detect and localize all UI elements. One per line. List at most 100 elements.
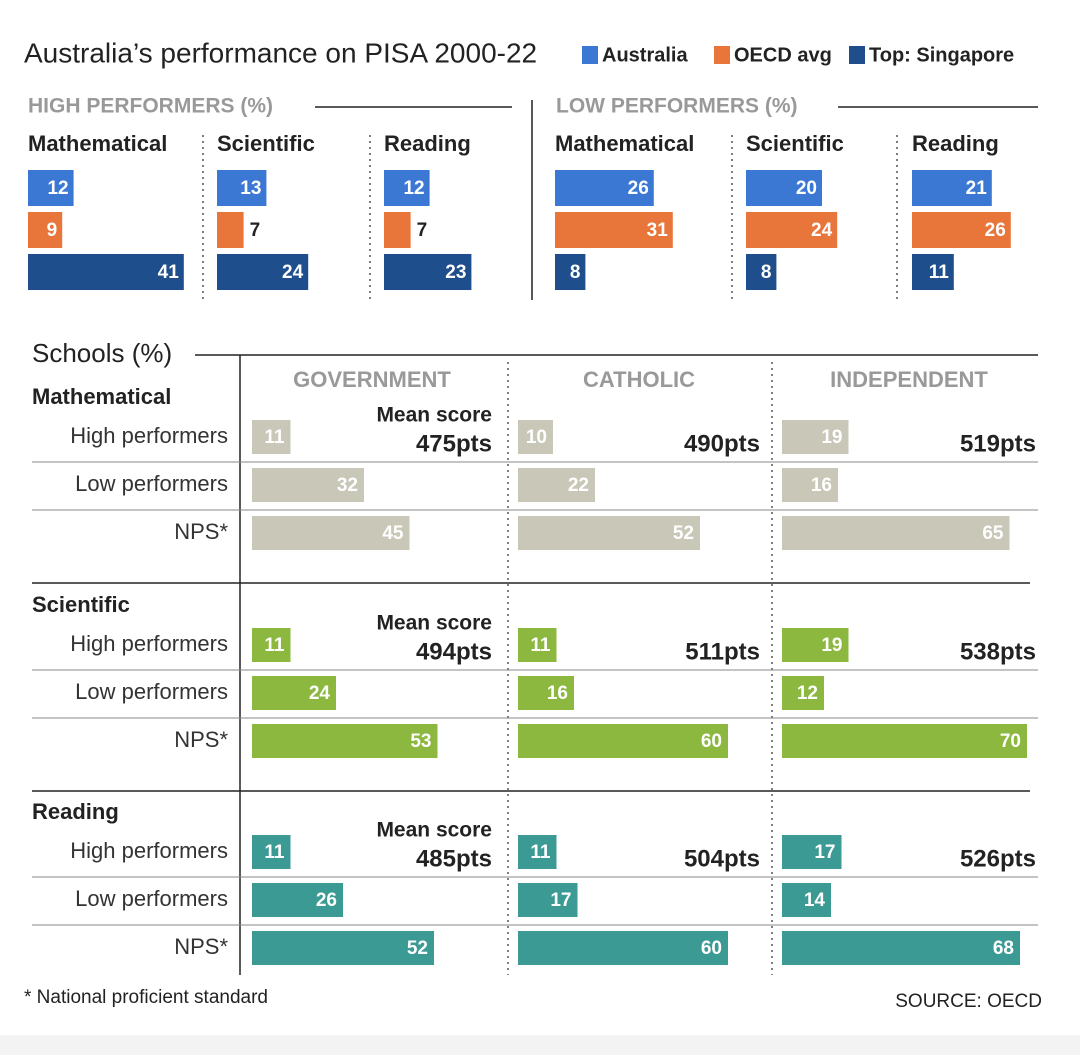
value-label: 8 xyxy=(761,262,772,283)
bar xyxy=(384,170,430,206)
panel-label: Mathematical xyxy=(555,131,694,156)
value-label: 24 xyxy=(811,220,833,241)
value-label: 26 xyxy=(628,178,649,199)
subject-label: Mathematical xyxy=(32,384,171,409)
bar xyxy=(518,835,557,869)
value-label: 13 xyxy=(240,178,261,199)
mean-score: 504pts xyxy=(684,845,760,872)
value-label: 11 xyxy=(929,262,950,283)
title: Australia’s performance on PISA 2000-22 xyxy=(24,37,537,68)
bar xyxy=(384,254,472,290)
mean-score-label: Mean score xyxy=(376,404,492,427)
bar xyxy=(28,254,184,290)
panel-label: Mathematical xyxy=(28,131,167,156)
footnote: * National proficient standard xyxy=(24,987,268,1008)
value-label: 10 xyxy=(526,427,547,448)
value-label: 32 xyxy=(337,475,358,496)
panel-label: Scientific xyxy=(746,131,844,156)
row-label: Low performers xyxy=(75,471,228,496)
bar xyxy=(252,628,291,662)
row-label: High performers xyxy=(70,838,228,863)
value-label: 9 xyxy=(47,220,58,241)
mean-score: 490pts xyxy=(684,430,760,457)
subject-label: Reading xyxy=(32,799,119,824)
sector-header: CATHOLIC xyxy=(583,367,695,392)
row-label: NPS* xyxy=(174,727,228,752)
legend-swatch xyxy=(714,46,730,64)
value-label: 14 xyxy=(804,890,826,911)
bar xyxy=(782,931,1020,965)
value-label: 70 xyxy=(1000,731,1021,752)
row-label: Low performers xyxy=(75,679,228,704)
row-label: Low performers xyxy=(75,886,228,911)
bar xyxy=(252,420,291,454)
mean-score: 538pts xyxy=(960,638,1036,665)
value-label: 8 xyxy=(570,262,581,283)
value-label: 20 xyxy=(796,178,817,199)
bar xyxy=(384,212,411,248)
value-label: 41 xyxy=(158,262,180,283)
bar xyxy=(555,212,673,248)
value-label: 7 xyxy=(417,220,428,241)
bar xyxy=(252,516,410,550)
legend-swatch xyxy=(582,46,598,64)
value-label: 26 xyxy=(316,890,337,911)
value-label: 12 xyxy=(47,178,68,199)
mean-score: 485pts xyxy=(416,845,492,872)
bar xyxy=(782,676,824,710)
value-label: 11 xyxy=(530,842,551,863)
section-title: HIGH PERFORMERS (%) xyxy=(28,95,273,118)
bar xyxy=(782,420,849,454)
legend-label: Australia xyxy=(602,44,688,66)
bar xyxy=(555,254,586,290)
value-label: 19 xyxy=(821,635,842,656)
panel-label: Scientific xyxy=(217,131,315,156)
bottom-strip xyxy=(0,1035,1080,1055)
bar xyxy=(518,724,728,758)
bar xyxy=(252,883,343,917)
bar xyxy=(217,170,267,206)
bar xyxy=(782,468,838,502)
value-label: 45 xyxy=(382,523,404,544)
mean-score-label: Mean score xyxy=(376,819,492,842)
legend-label: OECD avg xyxy=(734,44,832,66)
mean-score: 511pts xyxy=(685,638,760,665)
sector-header: GOVERNMENT xyxy=(293,367,451,392)
value-label: 16 xyxy=(811,475,832,496)
value-label: 21 xyxy=(966,178,988,199)
bar xyxy=(518,676,574,710)
subject-label: Scientific xyxy=(32,592,130,617)
row-label: High performers xyxy=(70,631,228,656)
value-label: 22 xyxy=(568,475,589,496)
bar xyxy=(28,212,63,248)
legend-label: Top: Singapore xyxy=(869,44,1014,66)
value-label: 52 xyxy=(673,523,694,544)
value-label: 7 xyxy=(250,220,261,241)
source: SOURCE: OECD xyxy=(895,991,1042,1012)
bar xyxy=(217,212,244,248)
sector-header: INDEPENDENT xyxy=(830,367,988,392)
mean-score: 494pts xyxy=(416,638,492,665)
bar xyxy=(518,931,728,965)
value-label: 17 xyxy=(550,890,571,911)
bar xyxy=(782,835,842,869)
row-label: NPS* xyxy=(174,519,228,544)
value-label: 12 xyxy=(403,178,424,199)
value-label: 19 xyxy=(821,427,842,448)
value-label: 12 xyxy=(797,683,818,704)
bar xyxy=(518,628,557,662)
bar xyxy=(518,883,578,917)
bar xyxy=(217,254,309,290)
value-label: 24 xyxy=(309,683,331,704)
bar xyxy=(912,212,1011,248)
bar xyxy=(782,724,1027,758)
panel-label: Reading xyxy=(384,131,471,156)
legend-swatch xyxy=(849,46,865,64)
value-label: 26 xyxy=(985,220,1006,241)
value-label: 17 xyxy=(814,842,835,863)
value-label: 11 xyxy=(530,635,551,656)
mean-score-label: Mean score xyxy=(376,612,492,635)
value-label: 68 xyxy=(993,938,1014,959)
bar xyxy=(912,170,992,206)
